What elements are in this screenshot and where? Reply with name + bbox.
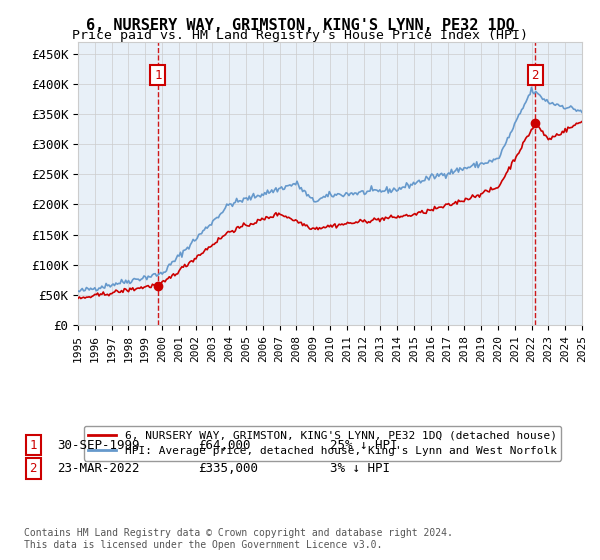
Text: 1: 1: [154, 68, 161, 82]
Text: 25% ↓ HPI: 25% ↓ HPI: [330, 438, 398, 452]
Text: Contains HM Land Registry data © Crown copyright and database right 2024.
This d: Contains HM Land Registry data © Crown c…: [24, 528, 453, 550]
Text: 2: 2: [29, 462, 37, 475]
Text: £335,000: £335,000: [198, 462, 258, 475]
Text: 23-MAR-2022: 23-MAR-2022: [57, 462, 139, 475]
Text: 30-SEP-1999: 30-SEP-1999: [57, 438, 139, 452]
Text: 2: 2: [532, 68, 539, 82]
Legend: 6, NURSERY WAY, GRIMSTON, KING'S LYNN, PE32 1DQ (detached house), HPI: Average p: 6, NURSERY WAY, GRIMSTON, KING'S LYNN, P…: [83, 426, 561, 461]
Text: Price paid vs. HM Land Registry's House Price Index (HPI): Price paid vs. HM Land Registry's House …: [72, 29, 528, 42]
Text: £64,000: £64,000: [198, 438, 251, 452]
Text: 1: 1: [29, 438, 37, 452]
Text: 6, NURSERY WAY, GRIMSTON, KING'S LYNN, PE32 1DQ: 6, NURSERY WAY, GRIMSTON, KING'S LYNN, P…: [86, 18, 514, 33]
Text: 3% ↓ HPI: 3% ↓ HPI: [330, 462, 390, 475]
